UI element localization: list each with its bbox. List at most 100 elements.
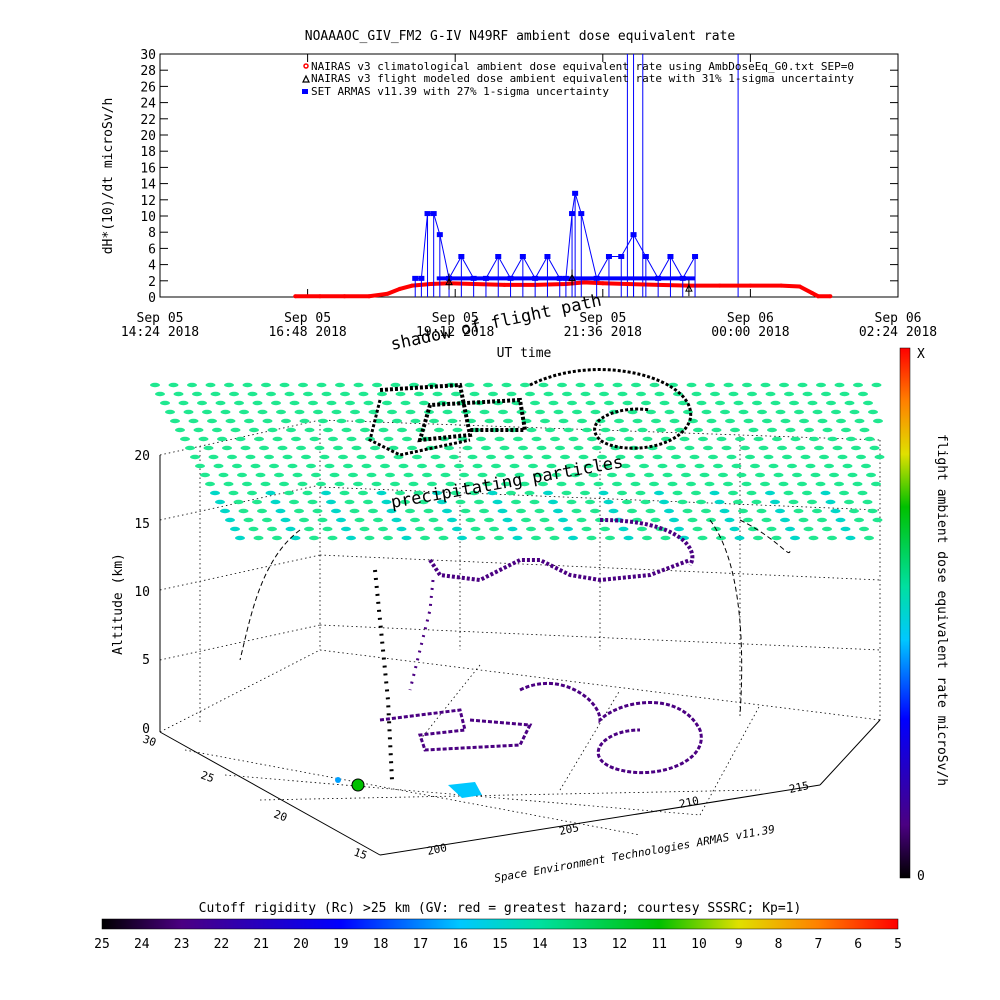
particle-marker [321, 391, 332, 397]
particle-marker [269, 463, 279, 469]
particle-marker [452, 526, 462, 532]
particle-marker [442, 508, 452, 514]
particle-marker [575, 481, 585, 487]
particle-marker [632, 418, 643, 424]
particle-marker [719, 508, 730, 514]
nairas-climatological-point [385, 291, 390, 296]
particle-marker [405, 409, 416, 415]
particle-marker [871, 382, 882, 388]
particle-marker [311, 472, 321, 478]
particle-marker [242, 382, 253, 388]
particle-marker [252, 400, 263, 406]
particle-marker [858, 391, 868, 397]
particle-marker [382, 400, 392, 406]
particle-marker [585, 400, 596, 406]
nairas-climatological-point [342, 294, 347, 299]
particle-marker [444, 445, 454, 451]
particle-marker [715, 400, 725, 406]
particle-marker [497, 508, 508, 514]
particle-marker [520, 382, 530, 388]
longitude-tick: 210 [678, 794, 700, 811]
particle-marker [481, 445, 491, 451]
particle-marker [328, 436, 338, 442]
particle-marker [859, 427, 870, 433]
particle-marker [502, 517, 513, 523]
particle-marker [815, 481, 826, 487]
particle-marker [413, 490, 424, 496]
particle-marker [474, 499, 484, 505]
particle-marker [316, 481, 326, 487]
particle-marker [173, 391, 184, 397]
particle-marker [821, 391, 831, 397]
particle-marker [543, 490, 553, 496]
particle-marker [660, 535, 671, 541]
particle-marker [617, 490, 627, 496]
y-tick-label: 10 [140, 210, 156, 225]
side-colorbar-top-label: X [917, 347, 925, 362]
particle-marker [375, 454, 385, 460]
y-tick-label: 22 [140, 113, 156, 128]
particle-marker [235, 535, 245, 541]
particle-marker [750, 463, 760, 469]
particle-marker [192, 391, 202, 397]
particle-marker [588, 472, 599, 478]
particle-marker [773, 472, 784, 478]
particle-marker [175, 427, 185, 433]
particle-marker [435, 463, 446, 469]
x-tick-label: Sep 05 [137, 311, 184, 326]
altitude-axis: 20 15 10 5 0 Altitude (km) [111, 449, 150, 737]
nairas-climatological-point [797, 284, 802, 289]
particle-marker [853, 382, 863, 388]
particle-marker [797, 481, 807, 487]
particle-marker [768, 463, 779, 469]
particle-marker [793, 508, 804, 514]
particle-marker [487, 490, 498, 496]
particle-marker [869, 445, 880, 451]
airport-marker [351, 778, 365, 792]
particle-marker [541, 454, 552, 460]
particle-marker [353, 481, 363, 487]
particle-marker [698, 436, 708, 442]
particle-marker [378, 427, 389, 433]
particle-marker [245, 454, 256, 460]
particle-marker [212, 427, 222, 433]
particle-marker [862, 499, 873, 505]
particle-marker [847, 472, 858, 478]
particle-marker [272, 436, 283, 442]
particle-marker [499, 445, 510, 451]
precipitating-particles-grid [150, 382, 885, 541]
particle-marker [783, 490, 794, 496]
particle-marker [455, 499, 466, 505]
particle-marker [846, 436, 856, 442]
particle-marker [548, 499, 558, 505]
particle-marker [276, 409, 286, 415]
particle-marker [482, 481, 493, 487]
bottom-colorbar-tick: 20 [293, 937, 309, 952]
particle-marker [871, 481, 881, 487]
armas-connector [433, 213, 441, 235]
particle-marker [292, 472, 303, 478]
particle-marker [664, 508, 674, 514]
particle-marker [849, 409, 860, 415]
particle-marker [289, 400, 300, 406]
particle-marker [318, 418, 328, 424]
particle-marker [840, 526, 851, 532]
particle-marker [432, 391, 443, 397]
nairas-climatological-point [816, 294, 821, 299]
particle-marker [336, 517, 346, 523]
particle-marker [731, 463, 742, 469]
plot-frame [159, 53, 899, 298]
particle-marker [395, 490, 405, 496]
particle-marker [355, 418, 365, 424]
particle-marker [872, 517, 883, 523]
particle-marker [558, 418, 569, 424]
altitude-tick: 20 [134, 449, 150, 464]
x-tick-label: 02:24 2018 [859, 325, 937, 340]
particle-marker [827, 535, 837, 541]
particle-marker [562, 391, 572, 397]
particle-marker [790, 436, 801, 442]
bottom-colorbar-tick: 22 [214, 937, 230, 952]
particle-marker [835, 517, 846, 523]
particle-marker [262, 418, 273, 424]
particle-marker [644, 472, 654, 478]
